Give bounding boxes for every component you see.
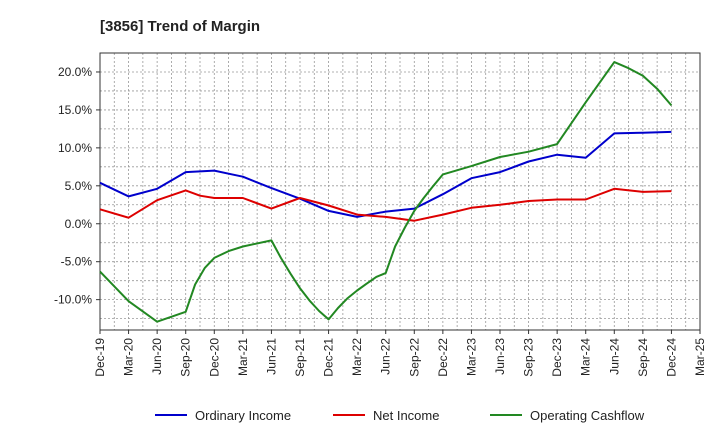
x-tick-label: Sep-20: [179, 338, 193, 377]
x-tick-label: Jun-23: [493, 338, 507, 375]
y-axis: 20.0% 15.0% 10.0% 5.0% 0.0% -5.0% -10.0%: [54, 65, 100, 307]
x-tick-label: Mar-20: [122, 338, 136, 376]
x-tick-label: Mar-25: [693, 338, 707, 376]
y-tick-label: 5.0%: [65, 179, 93, 193]
legend-label-0: Ordinary Income: [195, 408, 291, 423]
x-axis: Dec-19 Mar-20 Jun-20 Sep-20 Dec-20 Mar-21 Jun-…: [93, 330, 707, 377]
x-tick-label: Jun-20: [150, 338, 164, 375]
series-lines: [99, 61, 673, 323]
x-tick-label: Jun-21: [264, 338, 278, 375]
x-tick-label: Sep-22: [407, 338, 421, 377]
x-tick-label: Mar-22: [350, 338, 364, 376]
y-tick-label: 0.0%: [65, 217, 93, 231]
y-tick-label: -10.0%: [54, 293, 92, 307]
x-tick-label: Mar-23: [464, 338, 478, 376]
x-tick-label: Sep-24: [636, 338, 650, 377]
y-tick-label: 10.0%: [58, 141, 92, 155]
x-tick-label: Mar-21: [236, 338, 250, 376]
x-tick-label: Dec-24: [664, 338, 678, 377]
x-tick-label: Jun-22: [379, 338, 393, 375]
x-tick-label: Sep-21: [293, 338, 307, 377]
legend-label-2: Operating Cashflow: [530, 408, 645, 423]
x-tick-label: Dec-20: [207, 338, 221, 377]
x-tick-label: Sep-23: [522, 338, 536, 377]
grid: [99, 52, 701, 330]
plot-area-frame: [99, 52, 701, 331]
y-tick-label: -5.0%: [61, 255, 93, 269]
legend: Ordinary Income Net Income Operating Cashf…: [155, 408, 645, 423]
x-tick-label: Dec-21: [322, 338, 336, 377]
x-tick-label: Dec-19: [93, 338, 107, 377]
series-line-0: [99, 130, 672, 218]
x-tick-label: Dec-22: [436, 338, 450, 377]
series-line-2: [99, 61, 673, 323]
y-tick-label: 15.0%: [58, 103, 92, 117]
x-tick-label: Mar-24: [579, 338, 593, 376]
y-tick-label: 20.0%: [58, 65, 92, 79]
series-line-1: [99, 187, 672, 222]
x-tick-label: Dec-23: [550, 338, 564, 377]
chart-title: [3856] Trend of Margin: [100, 18, 260, 35]
x-tick-label: Jun-24: [607, 338, 621, 375]
legend-label-1: Net Income: [373, 408, 439, 423]
